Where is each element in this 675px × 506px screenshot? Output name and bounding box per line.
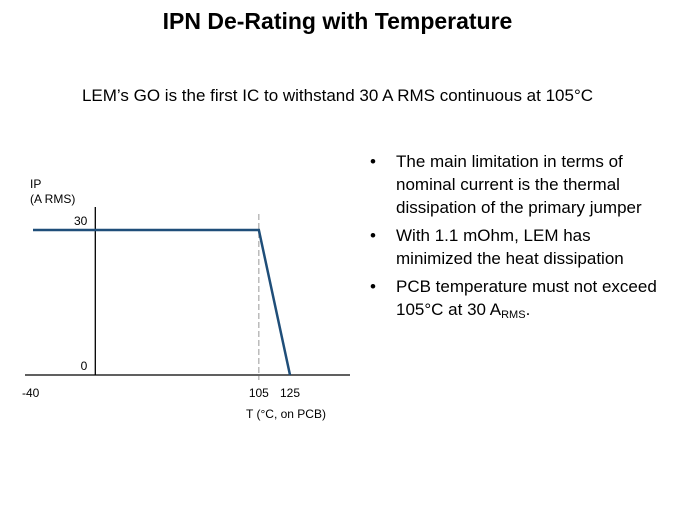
slide-subtitle: LEM’s GO is the first IC to withstand 30…: [81, 86, 594, 105]
x-tick-label-105: 105: [249, 386, 269, 400]
bullet-icon: •: [370, 152, 376, 171]
bullet-subscript: RMS: [501, 309, 526, 321]
bullet-icon: •: [370, 226, 376, 245]
y-tick-label-30: 30: [74, 214, 88, 228]
y-tick-label-0: 0: [81, 359, 88, 373]
bullet-text: PCB temperature must not exceed 105°C at…: [396, 277, 657, 319]
bullet-item: • PCB temperature must not exceed 105°C a…: [370, 275, 670, 327]
bullet-text: With 1.1 mOhm, LEM has minimized the hea…: [396, 226, 624, 268]
bullet-icon: •: [370, 277, 376, 296]
x-tick-label-125: 125: [280, 386, 300, 400]
x-tick-label--40: -40: [22, 386, 40, 400]
bullet-item: • The main limitation in terms of nominal…: [370, 150, 670, 219]
slide-title: IPN De-Rating with Temperature: [162, 8, 513, 34]
bullet-text: The main limitation in terms of nominal …: [396, 152, 642, 217]
bullet-tail: .: [525, 300, 531, 319]
y-axis-label-line1: IP: [30, 177, 41, 191]
x-axis-label: T (°C, on PCB): [246, 407, 326, 421]
bullet-list: • The main limitation in terms of nominal…: [370, 150, 670, 332]
series-line-0: [33, 228, 292, 376]
y-axis-label-line2: (A RMS): [30, 192, 75, 206]
bullet-item: • With 1.1 mOhm, LEM has minimized the he…: [370, 224, 670, 270]
